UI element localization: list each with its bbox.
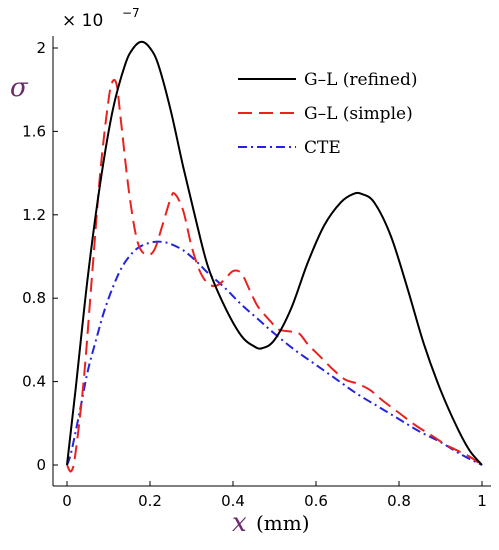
legend: G–L (refined) G–L (simple) CTE: [238, 70, 417, 158]
y-ticks: 0 0.4 0.8 1.2 1.6 2: [22, 39, 58, 474]
x-tick-label: 0.6: [304, 492, 328, 510]
x-tick-label: 0.8: [387, 492, 411, 510]
y-tick-label: 1.2: [22, 206, 46, 224]
y-tick-label: 0: [36, 456, 46, 474]
x-tick-label: 0.4: [221, 492, 245, 510]
legend-label: G–L (refined): [304, 70, 417, 90]
legend-label: G–L (simple): [304, 104, 413, 124]
series-group: [66, 40, 483, 473]
series-line-cte: [66, 240, 483, 466]
x-tick-label: 1: [477, 492, 487, 510]
x-axis-label-symbol: x: [232, 508, 247, 538]
x-tick-label: 0: [62, 492, 72, 510]
y-tick-label: 0.4: [22, 373, 46, 391]
legend-label: CTE: [304, 138, 341, 158]
x-ticks: 0 0.2 0.4 0.6 0.8 1: [62, 481, 487, 510]
y-scale-exponent: −7: [122, 6, 140, 20]
series-line-g-l-refined: [66, 40, 483, 466]
series-line-g-l-simple: [66, 78, 483, 473]
x-tick-label: 0.2: [138, 492, 162, 510]
x-axis-label-unit: (mm): [256, 511, 310, 535]
y-tick-label: 1.6: [22, 122, 46, 140]
y-scale-factor: × 10: [62, 11, 103, 31]
y-tick-label: 0.8: [22, 289, 46, 307]
y-tick-label: 2: [36, 39, 46, 57]
y-axis-label: σ: [10, 73, 29, 103]
